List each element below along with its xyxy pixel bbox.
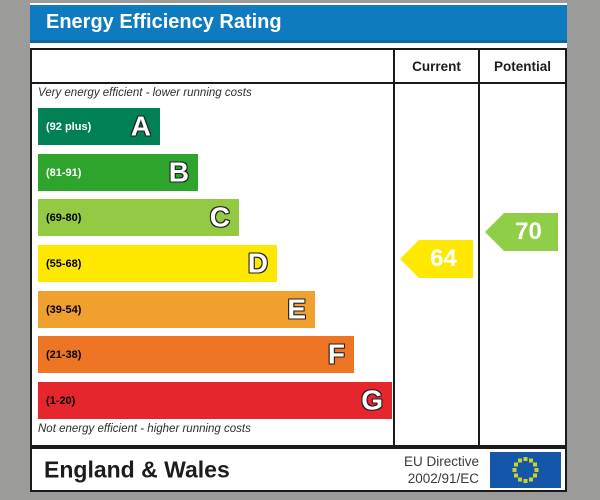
band-a-range: (92 plus) [46, 120, 92, 133]
bands-cell: Very energy efficient - lower running co… [32, 84, 393, 445]
title-bar: Energy Efficiency Rating [30, 5, 567, 43]
header-cell-potential: Potential [478, 50, 565, 82]
band-c-letter: C [209, 200, 230, 232]
band-f: (21-38) F [38, 336, 354, 373]
band-f-range: (21-38) [46, 348, 82, 361]
current-arrow: 64 [400, 240, 473, 278]
current-column-label: Current [412, 59, 461, 74]
band-d: (55-68) D [38, 245, 277, 282]
band-b-range: (81-91) [46, 166, 82, 179]
band-c-range: (69-80) [46, 211, 82, 224]
rating-table: Current Potential Very energy efficient … [30, 48, 567, 447]
eu-directive-line2: 2002/91/EC [407, 471, 479, 486]
eu-flag-icon [490, 452, 561, 488]
band-e: (39-54) E [38, 291, 315, 328]
band-g: (1-20) G [38, 382, 392, 419]
band-b: (81-91) B [38, 154, 198, 191]
band-g-letter: G [361, 383, 383, 415]
top-caption: Very energy efficient - lower running co… [38, 87, 252, 99]
table-header-row: Current Potential [32, 50, 565, 84]
band-a-letter: A [130, 109, 151, 141]
band-d-range: (55-68) [46, 257, 82, 270]
band-b-letter: B [168, 155, 189, 187]
potential-arrow: 70 [485, 213, 558, 251]
header-cell-bands [32, 50, 393, 82]
potential-value: 70 [515, 218, 542, 245]
band-e-letter: E [287, 292, 306, 324]
region-label: England & Wales [44, 456, 230, 482]
band-e-range: (39-54) [46, 303, 82, 316]
band-c: (69-80) C [38, 199, 239, 236]
band-a: (92 plus) A [38, 108, 160, 145]
bottom-caption: Not energy efficient - higher running co… [38, 423, 251, 435]
band-f-letter: F [327, 337, 345, 369]
potential-cell: 70 [478, 84, 565, 445]
band-g-range: (1-20) [46, 394, 76, 407]
page-title: Energy Efficiency Rating [46, 11, 282, 33]
potential-column-label: Potential [493, 59, 551, 74]
current-value: 64 [430, 245, 457, 272]
eu-directive-text: EU Directive 2002/91/EC [404, 453, 479, 487]
current-cell: 64 [393, 84, 478, 445]
header-cell-current: Current [393, 50, 478, 82]
band-d-letter: D [247, 246, 268, 278]
footer-bar: England & Wales EU Directive 2002/91/EC [30, 447, 567, 492]
table-body-row: Very energy efficient - lower running co… [32, 84, 565, 445]
eu-directive-line1: EU Directive [403, 454, 479, 469]
